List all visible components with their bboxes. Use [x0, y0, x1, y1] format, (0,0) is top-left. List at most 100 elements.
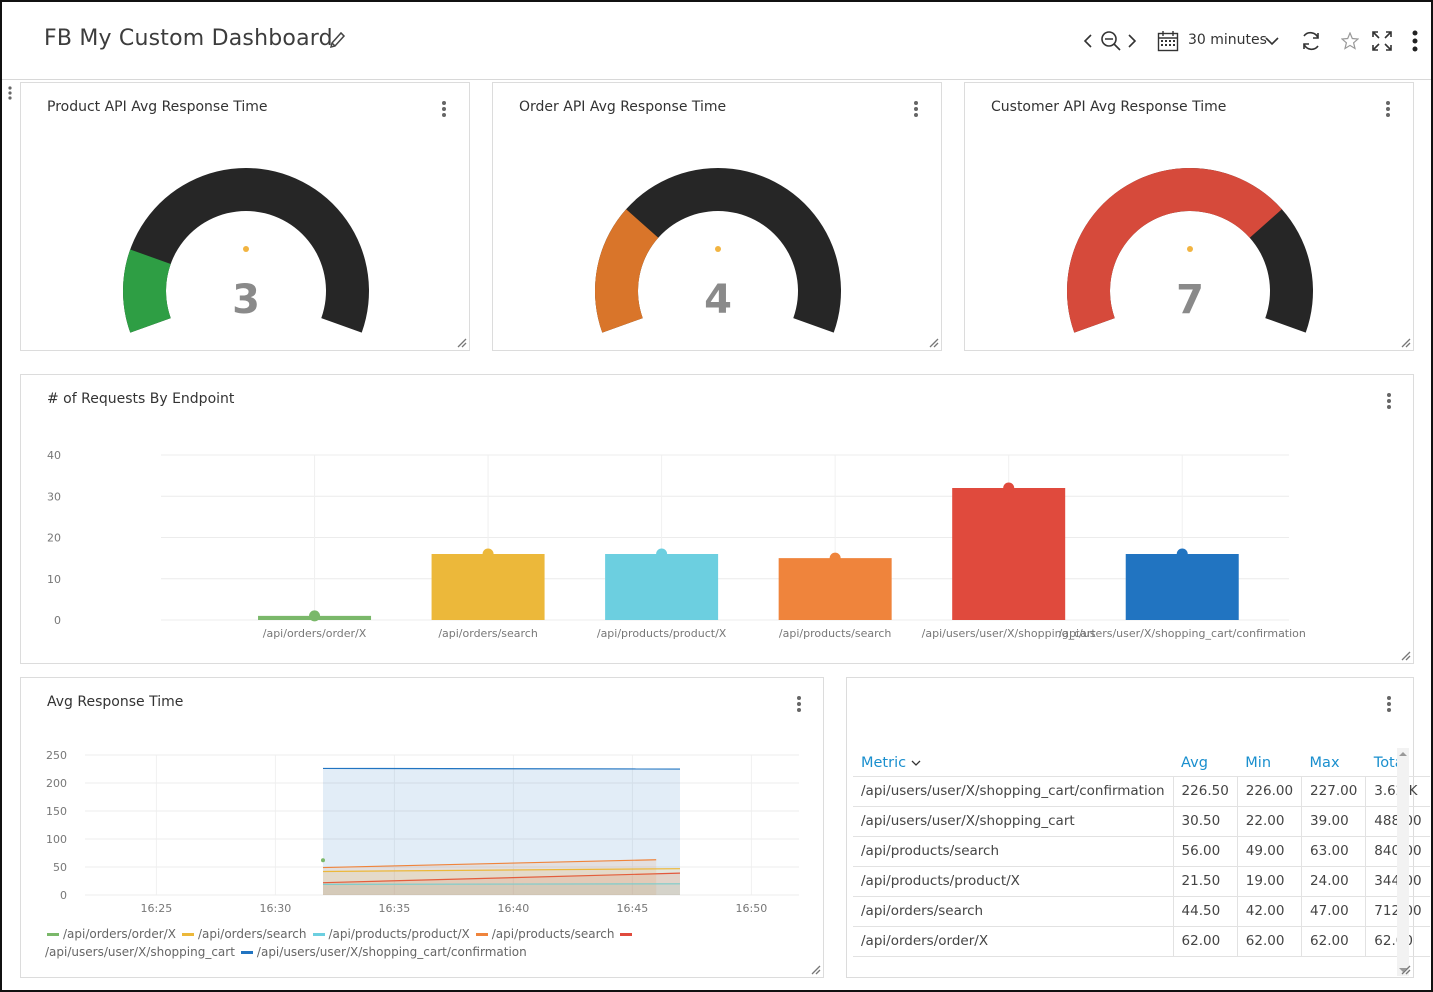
bar — [1125, 554, 1239, 620]
value-cell: 24.00 — [1301, 865, 1367, 896]
value-cell: 39.00 — [1301, 805, 1367, 836]
value-cell: 21.50 — [1173, 865, 1238, 896]
legend-swatch — [475, 933, 488, 936]
legend-swatch — [240, 951, 253, 954]
x-tick-label: /api/orders/order/X — [263, 627, 367, 640]
value-cell: 63.00 — [1301, 835, 1367, 866]
table-scrollbar[interactable] — [1397, 748, 1409, 976]
gauge-value-label: 7 — [1176, 277, 1204, 323]
bar — [605, 554, 719, 620]
column-header-min[interactable]: Min — [1245, 754, 1272, 771]
column-header-avg[interactable]: Avg — [1181, 754, 1208, 771]
table-row[interactable]: /api/products/product/X21.5019.0024.0034… — [853, 865, 1430, 896]
resize-handle-icon[interactable] — [929, 338, 939, 348]
legend-item[interactable]: /api/users/user/X/shopping_cart/confirma… — [239, 945, 527, 959]
kebab-menu-icon[interactable] — [1412, 30, 1418, 56]
panel-menu-icon[interactable] — [914, 101, 918, 117]
series-area — [323, 768, 680, 895]
panel-title: Product API Avg Response Time — [47, 99, 268, 115]
panel-title: Avg Response Time — [47, 694, 184, 710]
fullscreen-icon[interactable] — [1370, 28, 1394, 54]
value-cell: 62.00 — [1173, 925, 1238, 957]
calendar-icon[interactable] — [1156, 28, 1180, 54]
legend-item[interactable]: /api/orders/search — [180, 927, 307, 941]
resize-handle-icon[interactable] — [1401, 338, 1411, 348]
series-area — [323, 883, 680, 895]
x-tick-label: /api/orders/search — [438, 627, 538, 640]
metrics-table-panel: Metric Avg Min Max Total /api/users/user… — [846, 677, 1430, 978]
legend-item[interactable]: /api/products/search — [474, 927, 614, 941]
series-line — [322, 872, 681, 884]
table-row[interactable]: /api/users/user/X/shopping_cart/confirma… — [853, 775, 1430, 806]
legend-label: /api/users/user/X/shopping_cart — [45, 945, 235, 959]
drag-handle-icon[interactable] — [8, 86, 12, 106]
legend-item[interactable]: /api/products/product/X — [311, 927, 470, 941]
time-range-select[interactable]: 30 minutes — [1188, 32, 1267, 48]
gauge-chart: 3 — [122, 168, 369, 333]
panel-title: # of Requests By Endpoint — [47, 391, 235, 407]
bar — [431, 554, 545, 620]
gauge-center-dot — [243, 246, 249, 252]
gauge-track — [595, 168, 841, 333]
chevron-left-icon[interactable] — [1080, 28, 1096, 54]
y-tick-label: 20 — [47, 532, 61, 545]
x-tick-label: 16:40 — [498, 902, 530, 915]
legend-swatch — [181, 933, 194, 936]
x-tick-label: 16:45 — [617, 902, 649, 915]
bar-point — [482, 548, 494, 560]
bar — [952, 488, 1066, 620]
legend-item[interactable]: /api/users/user/X/shopping_cart — [45, 927, 636, 959]
x-tick-label: /api/users/user/X/shopping_cart — [922, 627, 1097, 640]
bar-point — [656, 548, 668, 560]
series-line — [322, 883, 681, 885]
gauge-value-label: 4 — [704, 277, 732, 323]
series-line — [322, 868, 681, 873]
column-header-metric[interactable]: Metric — [853, 750, 1173, 776]
gauge-center-dot — [1187, 246, 1193, 252]
x-tick-label: 16:50 — [736, 902, 768, 915]
legend-label: /api/products/product/X — [328, 927, 470, 941]
sort-chevron-icon[interactable] — [911, 759, 921, 767]
legend-item[interactable]: /api/orders/order/X — [45, 927, 176, 941]
panel-menu-icon[interactable] — [797, 696, 801, 712]
refresh-icon[interactable] — [1299, 28, 1323, 54]
resize-handle-icon[interactable] — [811, 965, 821, 975]
value-cell: 226.00 — [1237, 775, 1303, 806]
gauge-panel-product: Product API Avg Response Time 3 — [20, 82, 470, 351]
column-header-max[interactable]: Max — [1309, 754, 1340, 771]
bar-chart: 0 10 20 30 40/api/orders/order/X/api/orders/… — [47, 449, 1306, 640]
panel-menu-icon[interactable] — [1387, 393, 1391, 409]
bar-point — [1003, 482, 1015, 494]
star-icon[interactable] — [1339, 28, 1361, 54]
value-cell: 226.50 — [1173, 775, 1238, 806]
metric-cell: /api/products/product/X — [853, 865, 1174, 896]
table-row[interactable]: /api/orders/order/X 62.00 62.00 62.00 62.00 — [853, 925, 1430, 957]
gauge-center-dot — [715, 246, 721, 252]
table-row[interactable]: /api/users/user/X/shopping_cart 30.50 22.0… — [853, 805, 1430, 836]
chevron-down-icon[interactable] — [1264, 28, 1280, 54]
legend-swatch — [47, 933, 59, 936]
value-cell: 19.00 — [1237, 865, 1303, 896]
legend-label: /api/users/user/X/shopping_cart/confirma… — [256, 945, 527, 959]
bar-point — [309, 610, 321, 622]
y-tick-label: 30 — [47, 490, 61, 503]
gauge-value-arc — [122, 249, 171, 333]
resize-handle-icon[interactable] — [1401, 651, 1411, 661]
panel-menu-icon[interactable] — [442, 101, 446, 117]
chart-legend: /api/orders/order/X/api/orders/search/ap… — [45, 925, 815, 961]
resize-handle-icon[interactable] — [457, 338, 467, 348]
chevron-right-icon[interactable] — [1124, 28, 1140, 54]
pencil-icon[interactable] — [328, 30, 346, 54]
table-row[interactable]: /api/products/search56.0049.0063.00840.0… — [853, 835, 1430, 866]
series-area — [323, 859, 657, 895]
x-tick-label: /api/products/search — [779, 627, 892, 640]
panel-menu-icon[interactable] — [1387, 696, 1391, 712]
resize-handle-icon[interactable] — [1401, 965, 1411, 975]
series-area — [323, 868, 680, 895]
y-tick-label: 250 — [46, 749, 67, 762]
legend-swatch — [312, 933, 325, 936]
zoom-out-icon[interactable] — [1099, 28, 1123, 54]
panel-menu-icon[interactable] — [1386, 101, 1390, 117]
bar-point — [1176, 548, 1188, 560]
